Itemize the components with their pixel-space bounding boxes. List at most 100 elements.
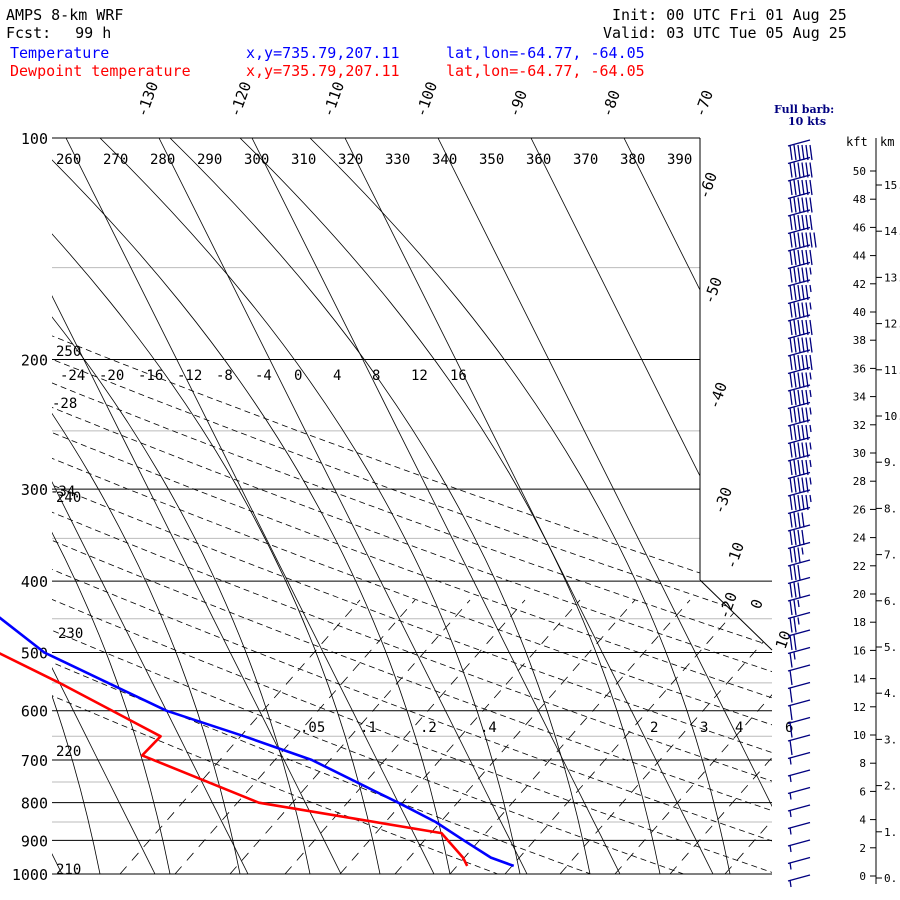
wind-barb	[787, 524, 811, 546]
valid-time: Valid: 03 UTC Tue 05 Aug 25	[603, 24, 847, 42]
dry-adiabat-line	[52, 138, 772, 874]
kft-label: 18	[853, 616, 866, 629]
isotherm-label: -30	[710, 485, 736, 517]
mixing-ratio-lower-label: .2	[420, 720, 437, 736]
km-label: 13.	[884, 271, 900, 284]
dewpoint-legend: Dewpoint temperature	[10, 62, 191, 80]
kft-label: 6	[859, 785, 866, 798]
mixing-ratio-line	[449, 599, 691, 874]
theta-label: 340	[432, 152, 457, 168]
dry-adiabat-line	[52, 138, 772, 874]
dry-adiabat-line	[52, 138, 772, 874]
isotherm-label: -10	[722, 540, 748, 572]
mixing-ratio-line	[119, 599, 361, 874]
theta-label: 370	[573, 152, 598, 168]
theta-label: 350	[479, 152, 504, 168]
isotherm-label: -40	[705, 380, 731, 412]
pressure-tick-label: 900	[21, 832, 48, 850]
side-label-34: -34	[50, 484, 75, 500]
barb-note-line1: Full barb:	[774, 103, 835, 116]
model-title: AMPS 8-km WRF	[6, 6, 124, 24]
wind-barb	[787, 384, 812, 406]
wind-barb	[787, 646, 811, 668]
mixing-ratio-lower-label: .05	[300, 720, 325, 736]
isotherm-label: -80	[598, 88, 624, 120]
theta-label: 310	[291, 152, 316, 168]
wind-barb	[787, 594, 811, 616]
wind-barb	[787, 174, 813, 196]
mixing-ratio-line	[339, 599, 581, 874]
theta-label: 380	[620, 152, 645, 168]
pressure-tick-label: 1000	[12, 866, 48, 884]
init-time: Init: 00 UTC Fri 01 Aug 25	[612, 6, 847, 24]
mixing-ratio-upper-label: 8	[372, 368, 380, 384]
theta-label: 300	[244, 152, 269, 168]
wind-barb	[787, 699, 811, 721]
isotherm-label: -110	[319, 79, 348, 119]
wind-barb	[787, 559, 811, 581]
dewpoint-xy: x,y=735.79,207.11	[246, 62, 400, 80]
wind-barb	[787, 506, 811, 528]
pressure-tick-label: 700	[21, 752, 48, 770]
mixing-ratio-lower-label: .1	[360, 720, 377, 736]
dry-adiabat-line	[52, 138, 684, 874]
wind-barb	[787, 349, 813, 371]
theta-label: 280	[150, 152, 175, 168]
isotherm-line	[437, 138, 772, 874]
dry-adiabat-line	[52, 138, 591, 874]
pressure-tick-label: 600	[21, 703, 48, 721]
temperature-profile-line	[0, 616, 515, 868]
km-label: 15.	[884, 179, 900, 192]
isotherm-label: -50	[700, 275, 726, 307]
km-label: 10.	[884, 410, 900, 423]
pressure-tick-label: 200	[21, 352, 48, 370]
wind-barb	[787, 331, 813, 353]
wind-barb	[787, 629, 811, 651]
theta-label: 320	[338, 152, 363, 168]
kft-label: 30	[853, 447, 866, 460]
wind-barb	[787, 454, 812, 476]
theta-e-label: 210	[56, 862, 81, 878]
barb-note: Full barb: 10 kts	[774, 104, 834, 128]
mixing-ratio-lower-label: 6	[785, 720, 793, 736]
km-label: 3.	[884, 733, 897, 746]
wind-barb	[787, 471, 812, 493]
dry-adiabat-line	[52, 138, 772, 874]
wind-barb	[787, 874, 811, 888]
pressure-tick-label: 300	[21, 481, 48, 499]
isotherm-label: -90	[505, 88, 531, 120]
isotherm-line	[52, 138, 342, 874]
km-label: 0.	[884, 872, 897, 885]
wind-barb	[787, 279, 812, 301]
kft-label: 36	[853, 362, 866, 375]
theta-label: 330	[385, 152, 410, 168]
moist-adiabat-line	[52, 138, 171, 874]
theta-e-label: 250	[56, 344, 81, 360]
kft-label: 2	[859, 842, 866, 855]
kft-label: 22	[853, 560, 866, 573]
kft-label: 16	[853, 644, 866, 657]
wind-barb	[787, 436, 812, 458]
km-label: 5.	[884, 641, 897, 654]
wind-barb	[787, 261, 812, 283]
kft-label: 8	[859, 757, 866, 770]
wind-barb	[787, 716, 811, 738]
theta-e-label: 240	[56, 490, 81, 506]
wind-barb	[787, 156, 813, 178]
kft-label: 24	[853, 532, 867, 545]
isotherm-label: -70	[691, 88, 717, 120]
wind-barb	[787, 401, 812, 423]
mixing-ratio-upper-label: -20	[99, 368, 124, 384]
km-label: 9.	[884, 456, 897, 469]
moist-adiabat-line	[52, 138, 241, 874]
km-label: 12.	[884, 318, 900, 331]
dry-adiabat-line	[52, 138, 772, 874]
mixing-ratio-lower-label: 2	[650, 720, 658, 736]
mixing-ratio-line	[394, 599, 636, 874]
wind-barb	[787, 786, 811, 800]
isotherm-line	[344, 138, 714, 874]
wind-barb	[787, 226, 817, 248]
wind-barb	[787, 419, 812, 441]
km-label: 8.	[884, 502, 897, 515]
